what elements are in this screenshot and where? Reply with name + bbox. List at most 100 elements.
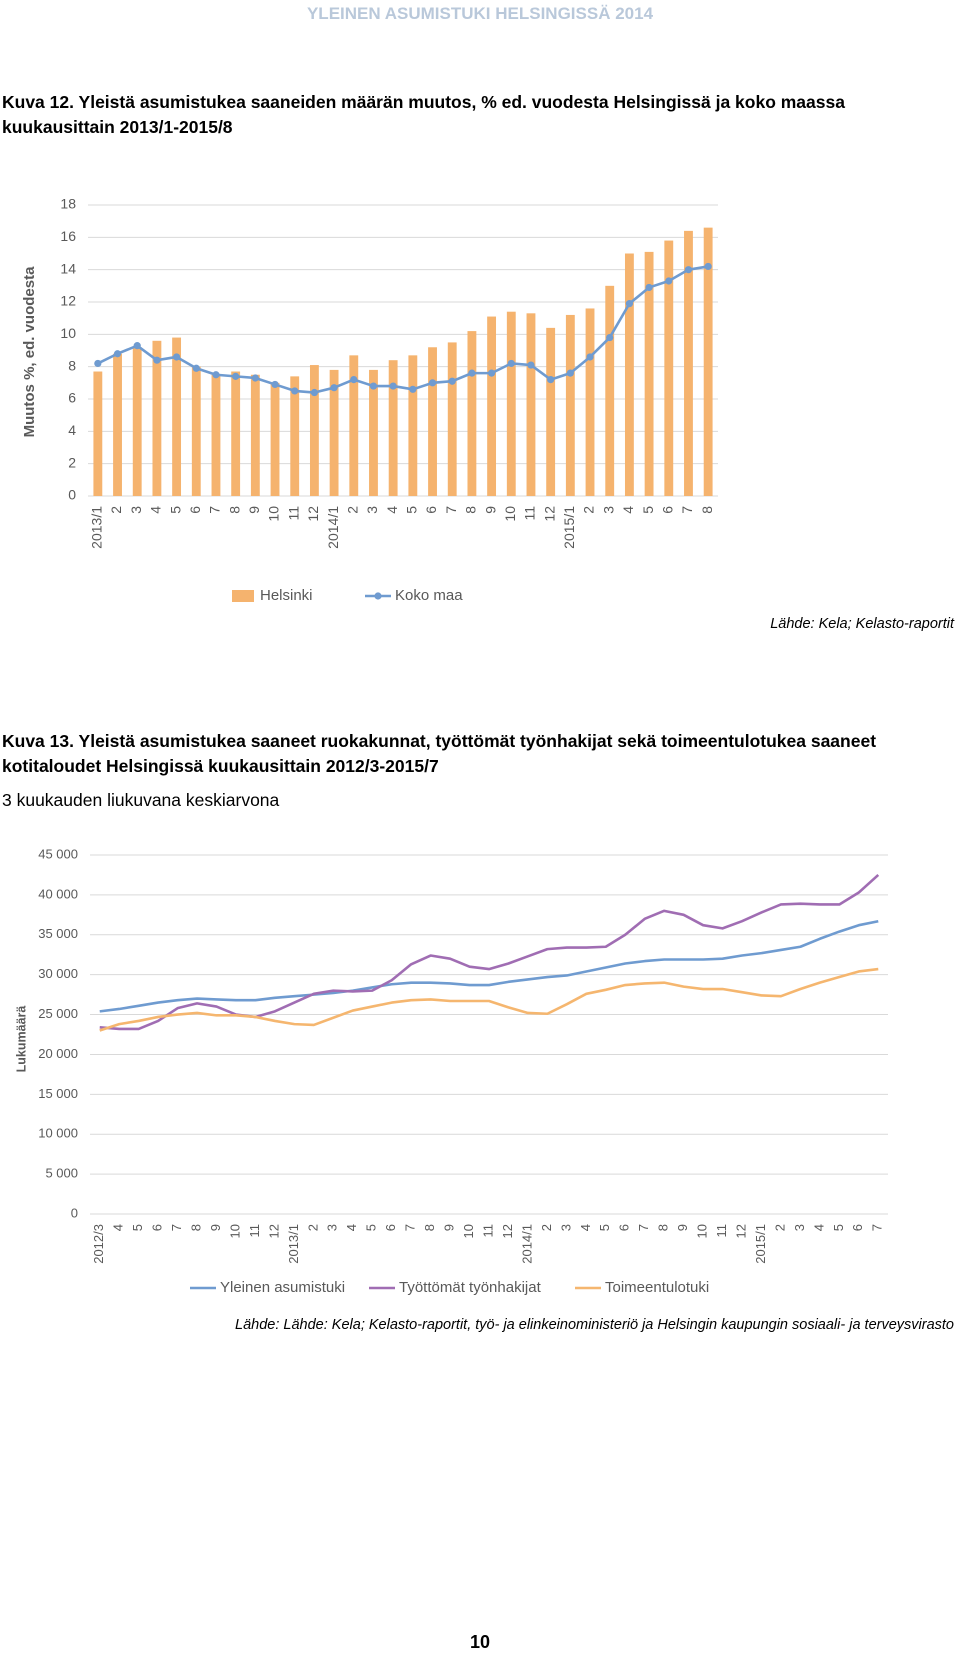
x-tick-label: 9 bbox=[442, 1224, 457, 1231]
y-tick-label: 12 bbox=[60, 293, 76, 309]
x-tick-label: 7 bbox=[870, 1224, 885, 1231]
x-tick-label: 6 bbox=[617, 1224, 632, 1231]
bar bbox=[467, 331, 477, 496]
line-marker bbox=[369, 382, 378, 390]
y-tick-label: 16 bbox=[60, 228, 76, 244]
line-series bbox=[99, 919, 879, 1013]
y-axis-label: Muutos %, ed. vuodesta bbox=[21, 266, 38, 438]
line-marker bbox=[350, 376, 358, 384]
x-tick-label: 11 bbox=[480, 1224, 495, 1238]
bar bbox=[191, 366, 201, 496]
line-marker bbox=[251, 374, 259, 382]
line-marker bbox=[172, 353, 181, 361]
line-marker bbox=[586, 353, 594, 361]
y-tick-label: 45 000 bbox=[38, 846, 78, 861]
line-marker bbox=[94, 359, 102, 368]
bar bbox=[447, 342, 457, 496]
legend-label: Työttömät työnhakijat bbox=[399, 1279, 542, 1296]
x-tick-label: 2 bbox=[539, 1224, 554, 1231]
legend-swatch bbox=[232, 590, 254, 602]
x-tick-label: 11 bbox=[522, 506, 538, 521]
line-marker bbox=[487, 369, 496, 377]
line-marker bbox=[468, 369, 476, 377]
x-tick-label: 5 bbox=[130, 1224, 145, 1231]
bar bbox=[624, 253, 634, 496]
x-tick-label: 3 bbox=[364, 506, 380, 514]
bar bbox=[585, 308, 595, 496]
x-tick-label: 6 bbox=[150, 1224, 165, 1231]
bar bbox=[250, 374, 260, 496]
running-header: YLEINEN ASUMISTUKI HELSINGISSÄ 2014 bbox=[306, 4, 654, 23]
x-tick-label: 4 bbox=[148, 506, 164, 514]
bar bbox=[349, 355, 359, 496]
line-marker bbox=[645, 283, 653, 292]
figure-source: Lähde: Kela; Kelasto-raportit bbox=[770, 616, 954, 632]
bar bbox=[290, 376, 300, 496]
line-marker bbox=[625, 300, 634, 308]
x-tick-label: 4 bbox=[578, 1224, 593, 1231]
bar bbox=[703, 227, 713, 496]
x-tick-label: 6 bbox=[659, 506, 675, 514]
bar bbox=[487, 316, 497, 496]
x-tick-label: 11 bbox=[247, 1224, 262, 1238]
x-tick-label: 2015/1 bbox=[561, 506, 577, 549]
x-tick-label: 5 bbox=[167, 506, 183, 514]
y-tick-label: 14 bbox=[60, 260, 76, 276]
page-number: 10 bbox=[469, 1632, 491, 1652]
line-marker bbox=[428, 379, 437, 387]
x-tick-label: 5 bbox=[404, 506, 420, 514]
bar bbox=[428, 347, 437, 496]
y-tick-label: 2 bbox=[68, 454, 76, 470]
x-tick-label: 8 bbox=[188, 1224, 203, 1231]
legend-label: Yleinen asumistuki bbox=[220, 1279, 345, 1296]
bar bbox=[172, 337, 182, 496]
figure-source: Lähde: Lähde: Kela; Kelasto-raportit, ty… bbox=[235, 1317, 954, 1333]
line-series bbox=[99, 967, 879, 1032]
line-series bbox=[99, 873, 880, 1031]
line-marker bbox=[133, 342, 141, 350]
y-tick-label: 18 bbox=[60, 196, 76, 212]
line-marker bbox=[113, 350, 122, 358]
x-tick-label: 3 bbox=[128, 506, 144, 514]
x-tick-label: 12 bbox=[305, 506, 321, 522]
x-tick-label: 5 bbox=[831, 1224, 846, 1231]
x-tick-label: 7 bbox=[443, 506, 459, 514]
y-tick-label: 20 000 bbox=[38, 1046, 78, 1061]
x-tick-label: 3 bbox=[600, 506, 616, 514]
x-tick-label: 2 bbox=[772, 1224, 787, 1231]
x-tick-label: 3 bbox=[792, 1224, 807, 1231]
x-tick-label: 11 bbox=[285, 506, 301, 521]
bar bbox=[644, 251, 654, 496]
x-tick-label: 2012/3 bbox=[91, 1224, 106, 1264]
x-tick-label: 7 bbox=[403, 1224, 418, 1231]
line-marker bbox=[665, 277, 673, 285]
x-tick-label: 6 bbox=[187, 506, 203, 514]
x-tick-label: 4 bbox=[384, 506, 400, 514]
line-marker bbox=[448, 377, 456, 385]
x-tick-label: 2 bbox=[344, 506, 360, 514]
bar bbox=[270, 382, 280, 496]
x-tick-label: 2013/1 bbox=[89, 506, 105, 549]
line-marker bbox=[271, 380, 279, 389]
x-tick-label: 7 bbox=[207, 506, 223, 514]
legend-label: Helsinki bbox=[260, 587, 313, 604]
y-tick-label: 10 bbox=[60, 325, 76, 341]
bar bbox=[211, 374, 221, 496]
line-marker bbox=[389, 382, 397, 390]
x-tick-label: 8 bbox=[422, 1224, 437, 1231]
x-tick-label: 9 bbox=[675, 1224, 690, 1231]
line-marker bbox=[291, 387, 299, 395]
bar bbox=[93, 371, 103, 496]
y-tick-label: 30 000 bbox=[38, 966, 78, 981]
x-tick-label: 8 bbox=[699, 506, 715, 514]
bar bbox=[605, 285, 615, 496]
legend-marker bbox=[374, 592, 382, 600]
y-tick-label: 0 bbox=[71, 1205, 78, 1220]
x-tick-label: 12 bbox=[500, 1224, 515, 1238]
x-tick-label: 11 bbox=[714, 1224, 729, 1238]
figure-caption: Kuva 12. Yleistä asumistukea saaneiden m… bbox=[2, 92, 845, 137]
line-marker bbox=[153, 356, 161, 364]
y-tick-label: 35 000 bbox=[38, 926, 78, 941]
line-marker bbox=[310, 388, 319, 397]
bar bbox=[152, 340, 162, 496]
